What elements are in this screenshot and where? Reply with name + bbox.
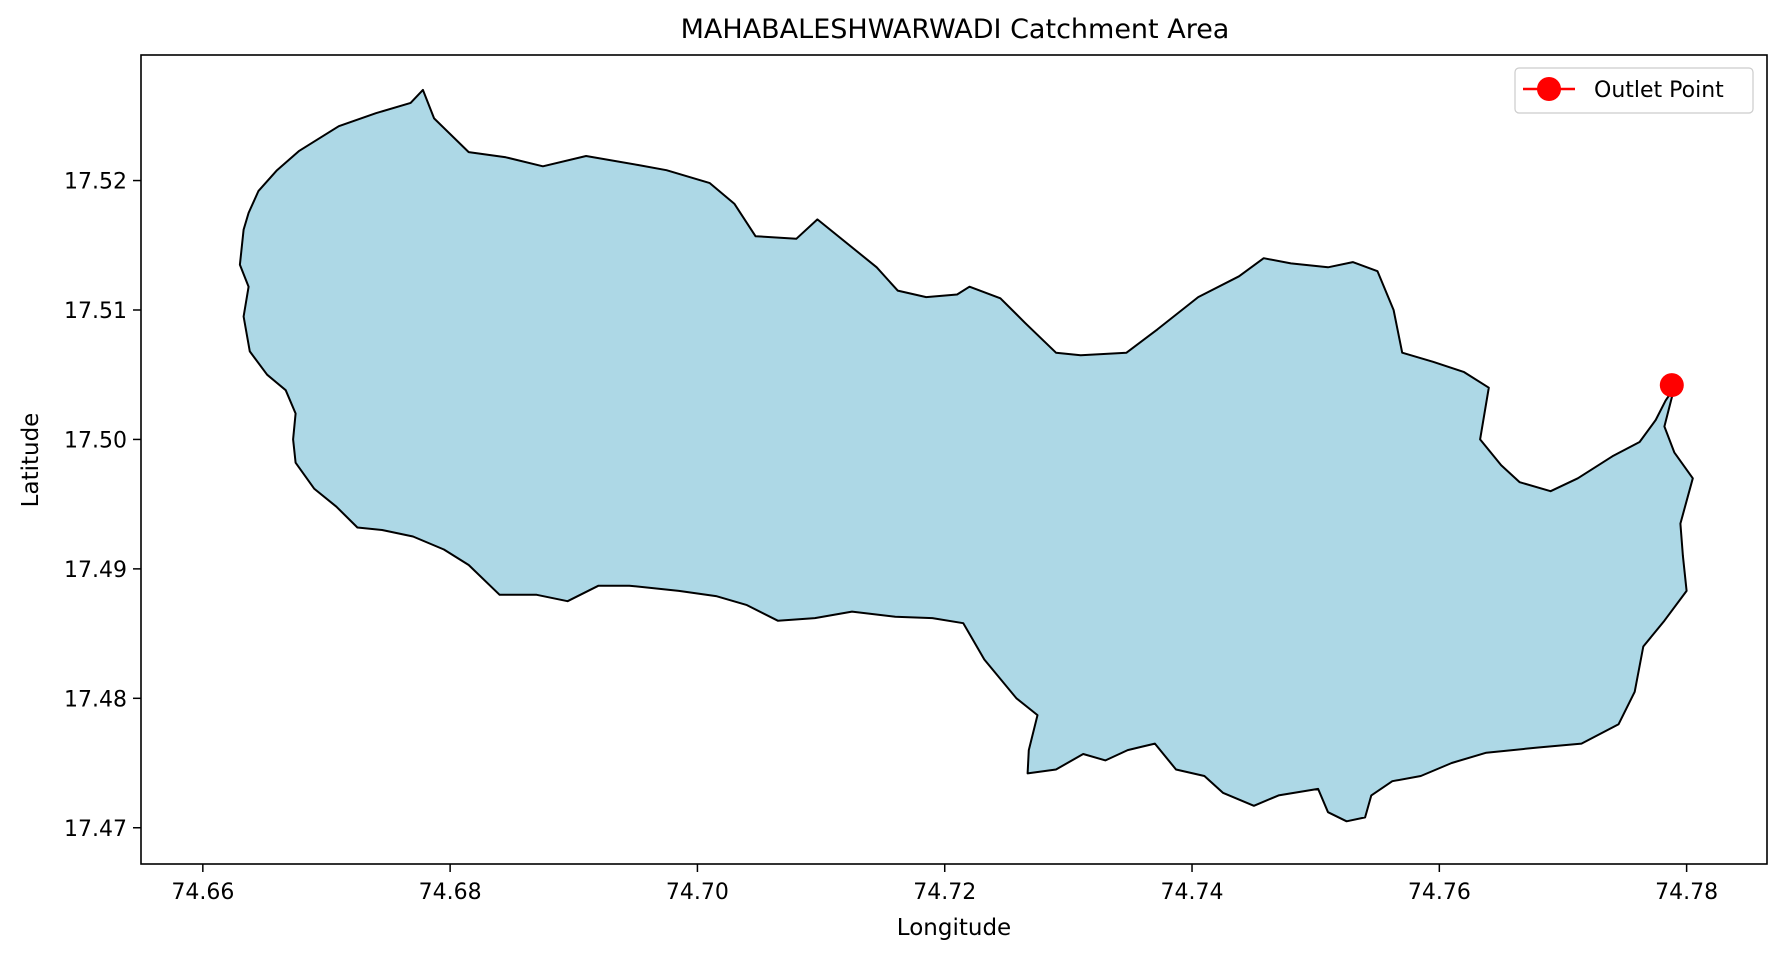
outlet-point-marker <box>1659 373 1684 398</box>
y-axis-ticks: 17.47 17.48 17.49 17.50 17.51 17.52 <box>64 170 141 842</box>
y-tick-label: 17.52 <box>64 170 127 195</box>
x-tick-label: 74.66 <box>171 880 234 905</box>
x-axis-ticks: 74.66 74.68 74.70 74.72 74.74 74.76 74.78 <box>171 864 1718 905</box>
y-axis-label: Latitude <box>18 413 44 508</box>
x-tick-label: 74.74 <box>1161 880 1224 905</box>
x-tick-label: 74.76 <box>1408 880 1471 905</box>
y-tick-label: 17.50 <box>64 428 127 453</box>
y-tick-label: 17.47 <box>64 817 127 842</box>
y-tick-label: 17.49 <box>64 558 127 583</box>
legend-box <box>1514 67 1754 114</box>
catchment-polygon <box>238 88 1694 823</box>
y-tick-label: 17.51 <box>64 299 127 324</box>
plot-frame <box>140 54 1768 865</box>
legend-label: Outlet Point <box>1594 78 1724 103</box>
x-axis-label: Longitude <box>897 915 1011 941</box>
x-tick-label: 74.72 <box>913 880 976 905</box>
legend-marker <box>1537 77 1561 101</box>
map-layer <box>238 88 1694 823</box>
chart-title: MAHABALESHWARWADI Catchment Area <box>681 14 1230 45</box>
x-tick-label: 74.68 <box>419 880 482 905</box>
x-tick-label: 74.78 <box>1655 880 1718 905</box>
x-tick-label: 74.70 <box>666 880 729 905</box>
legend: Outlet Point <box>1514 67 1754 114</box>
y-tick-label: 17.48 <box>64 687 127 712</box>
